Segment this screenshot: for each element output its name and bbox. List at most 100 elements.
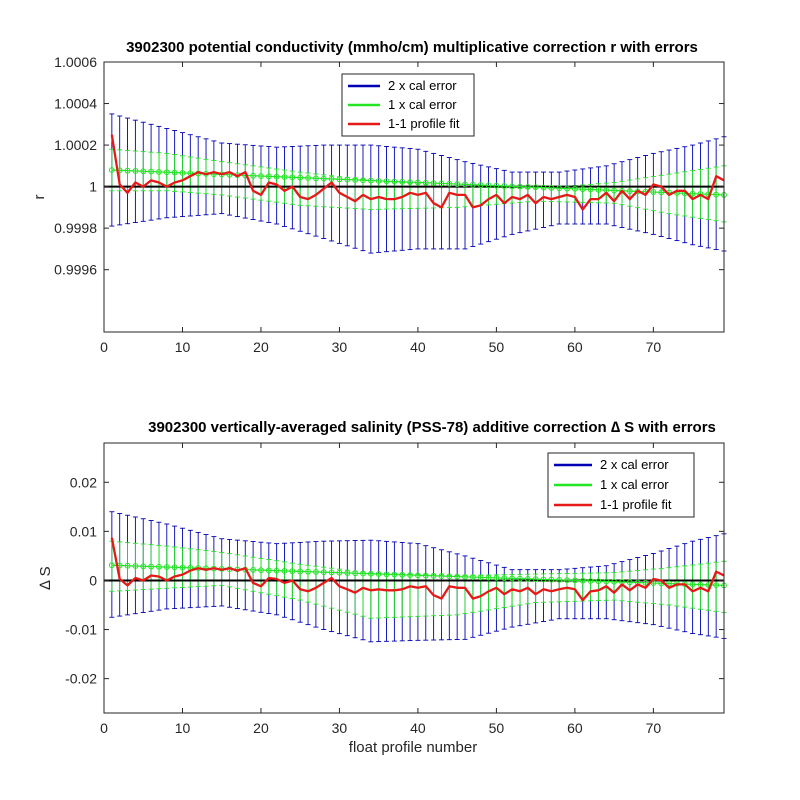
bottom-x-tick-label: 50 xyxy=(489,720,505,736)
top-fit-marker xyxy=(650,189,657,195)
bottom-x-tick-label: 70 xyxy=(646,720,662,736)
bottom-y-tick-label: 0 xyxy=(89,572,97,588)
bottom-fit-marker xyxy=(124,562,131,569)
bottom-fit-marker xyxy=(163,564,170,570)
bottom-fit-marker xyxy=(430,572,437,579)
top-fit-marker xyxy=(281,174,288,180)
top-fit-marker xyxy=(375,177,382,184)
bottom-x-tick-label: 20 xyxy=(253,720,269,736)
top-fit-marker xyxy=(328,176,335,182)
bottom-fit-marker xyxy=(517,575,523,582)
bottom-fit-marker xyxy=(540,576,547,583)
top-fit-marker xyxy=(430,180,437,187)
top-fit-marker xyxy=(713,191,720,198)
top-fit-markers xyxy=(108,167,727,198)
top-fit-marker xyxy=(564,185,570,192)
top-fit-marker xyxy=(367,177,374,184)
top-fit-marker xyxy=(258,173,264,179)
top-fit-marker xyxy=(148,168,154,175)
bottom-fit-marker xyxy=(603,578,610,585)
top-fit-marker xyxy=(312,175,319,182)
top-fit-marker xyxy=(297,174,304,181)
top-y-tick-label: 0.9998 xyxy=(54,220,97,236)
top-fit-marker xyxy=(305,175,311,181)
top-fit-marker xyxy=(179,169,186,176)
top-fit-marker xyxy=(626,188,633,194)
bottom-fit-marker xyxy=(501,575,508,582)
top-fit-marker xyxy=(509,183,516,190)
bottom-fit-marker xyxy=(305,568,311,575)
bottom-x-tick-label: 0 xyxy=(100,720,108,736)
bottom-fit-marker xyxy=(422,572,429,579)
bottom-fit-marker xyxy=(281,568,288,574)
bottom-fit-marker xyxy=(312,569,319,575)
bottom-fit-marker xyxy=(595,578,602,585)
top-fit-marker xyxy=(336,176,343,183)
top-fit-marker xyxy=(571,185,578,192)
top-fit-marker xyxy=(320,175,327,182)
top-fit-marker xyxy=(540,184,547,191)
bottom-axes: 0 10 20 30 40 50 60 70 -0.02 -0.01 0 0.01 0.02 xyxy=(65,442,725,736)
top-fit-marker xyxy=(124,167,131,174)
top-fit-marker xyxy=(156,169,162,175)
bottom-plot-data xyxy=(104,443,727,713)
bottom-fit-marker xyxy=(438,573,445,579)
top-legend-1x-label: 1 x cal error xyxy=(388,97,457,112)
bottom-fit-marker xyxy=(493,574,500,581)
bottom-fit-marker xyxy=(375,571,382,577)
bottom-fit-marker xyxy=(132,563,139,569)
bottom-fit-marker xyxy=(407,572,413,578)
top-fit-marker xyxy=(689,190,696,197)
top-x-tick-label: 10 xyxy=(175,339,191,355)
bottom-y-tick-label: 0.01 xyxy=(70,523,97,539)
top-x-tick-label: 0 xyxy=(100,339,108,355)
bottom-y-tick-label: 0.02 xyxy=(70,474,97,490)
bottom-fit-marker xyxy=(367,570,374,577)
top-fit-marker xyxy=(132,168,139,174)
top-one-cal-error-series xyxy=(109,148,727,223)
top-fit-marker xyxy=(477,182,484,188)
bottom-fit-marker xyxy=(587,578,594,584)
top-fit-marker xyxy=(579,186,586,193)
bottom-fit-marker xyxy=(391,571,398,578)
bottom-fit-marker xyxy=(344,570,351,576)
top-fit-marker xyxy=(422,179,429,186)
top-fit-marker xyxy=(140,168,147,175)
bottom-fit-marker xyxy=(415,572,421,579)
top-fit-marker xyxy=(438,180,445,187)
bottom-fit-marker xyxy=(446,573,453,580)
bottom-fit-marker xyxy=(509,575,516,582)
top-chart-title: 3902300 potential conductivity (mmho/cm)… xyxy=(126,39,698,56)
top-fit-marker xyxy=(517,183,523,190)
top-fit-marker xyxy=(289,174,296,181)
top-panel-r-correction: 3902300 potential conductivity (mmho/cm)… xyxy=(31,39,727,355)
bottom-fit-marker xyxy=(148,563,154,570)
bottom-fit-marker xyxy=(611,578,618,585)
bottom-fit-marker xyxy=(179,564,186,571)
top-x-tick-label: 70 xyxy=(646,339,662,355)
bottom-fit-marker xyxy=(689,581,696,588)
bottom-fit-marker xyxy=(532,576,539,583)
bottom-fit-marker xyxy=(250,566,257,573)
top-fit-marker xyxy=(587,186,594,193)
top-y-tick-label: 1.0002 xyxy=(54,137,97,153)
top-fit-marker xyxy=(501,183,508,189)
top-profile-fit-line xyxy=(110,134,725,211)
top-axes-box xyxy=(103,61,725,333)
bottom-fit-marker xyxy=(328,569,335,576)
bottom-fit-marker xyxy=(454,573,461,580)
top-fit-marker xyxy=(619,187,625,194)
bottom-legend-1x-label: 1 x cal error xyxy=(600,477,669,492)
bottom-fit-marker xyxy=(336,569,343,576)
top-fit-marker xyxy=(454,181,461,187)
top-axes: 0 10 20 30 40 50 60 70 0.9996 0.9998 1 1.0002 1.0004… xyxy=(54,54,725,355)
bottom-legend-2x-label: 2 x cal error xyxy=(600,457,669,472)
bottom-fit-marker xyxy=(289,568,296,575)
bottom-fit-marker xyxy=(524,576,531,582)
bottom-fit-markers xyxy=(108,562,727,589)
bottom-fit-marker xyxy=(108,562,115,569)
top-fit-marker xyxy=(383,178,390,185)
top-y-tick-label: 1.0006 xyxy=(54,54,97,70)
bottom-y-axis-label: ∆ S xyxy=(37,566,54,589)
